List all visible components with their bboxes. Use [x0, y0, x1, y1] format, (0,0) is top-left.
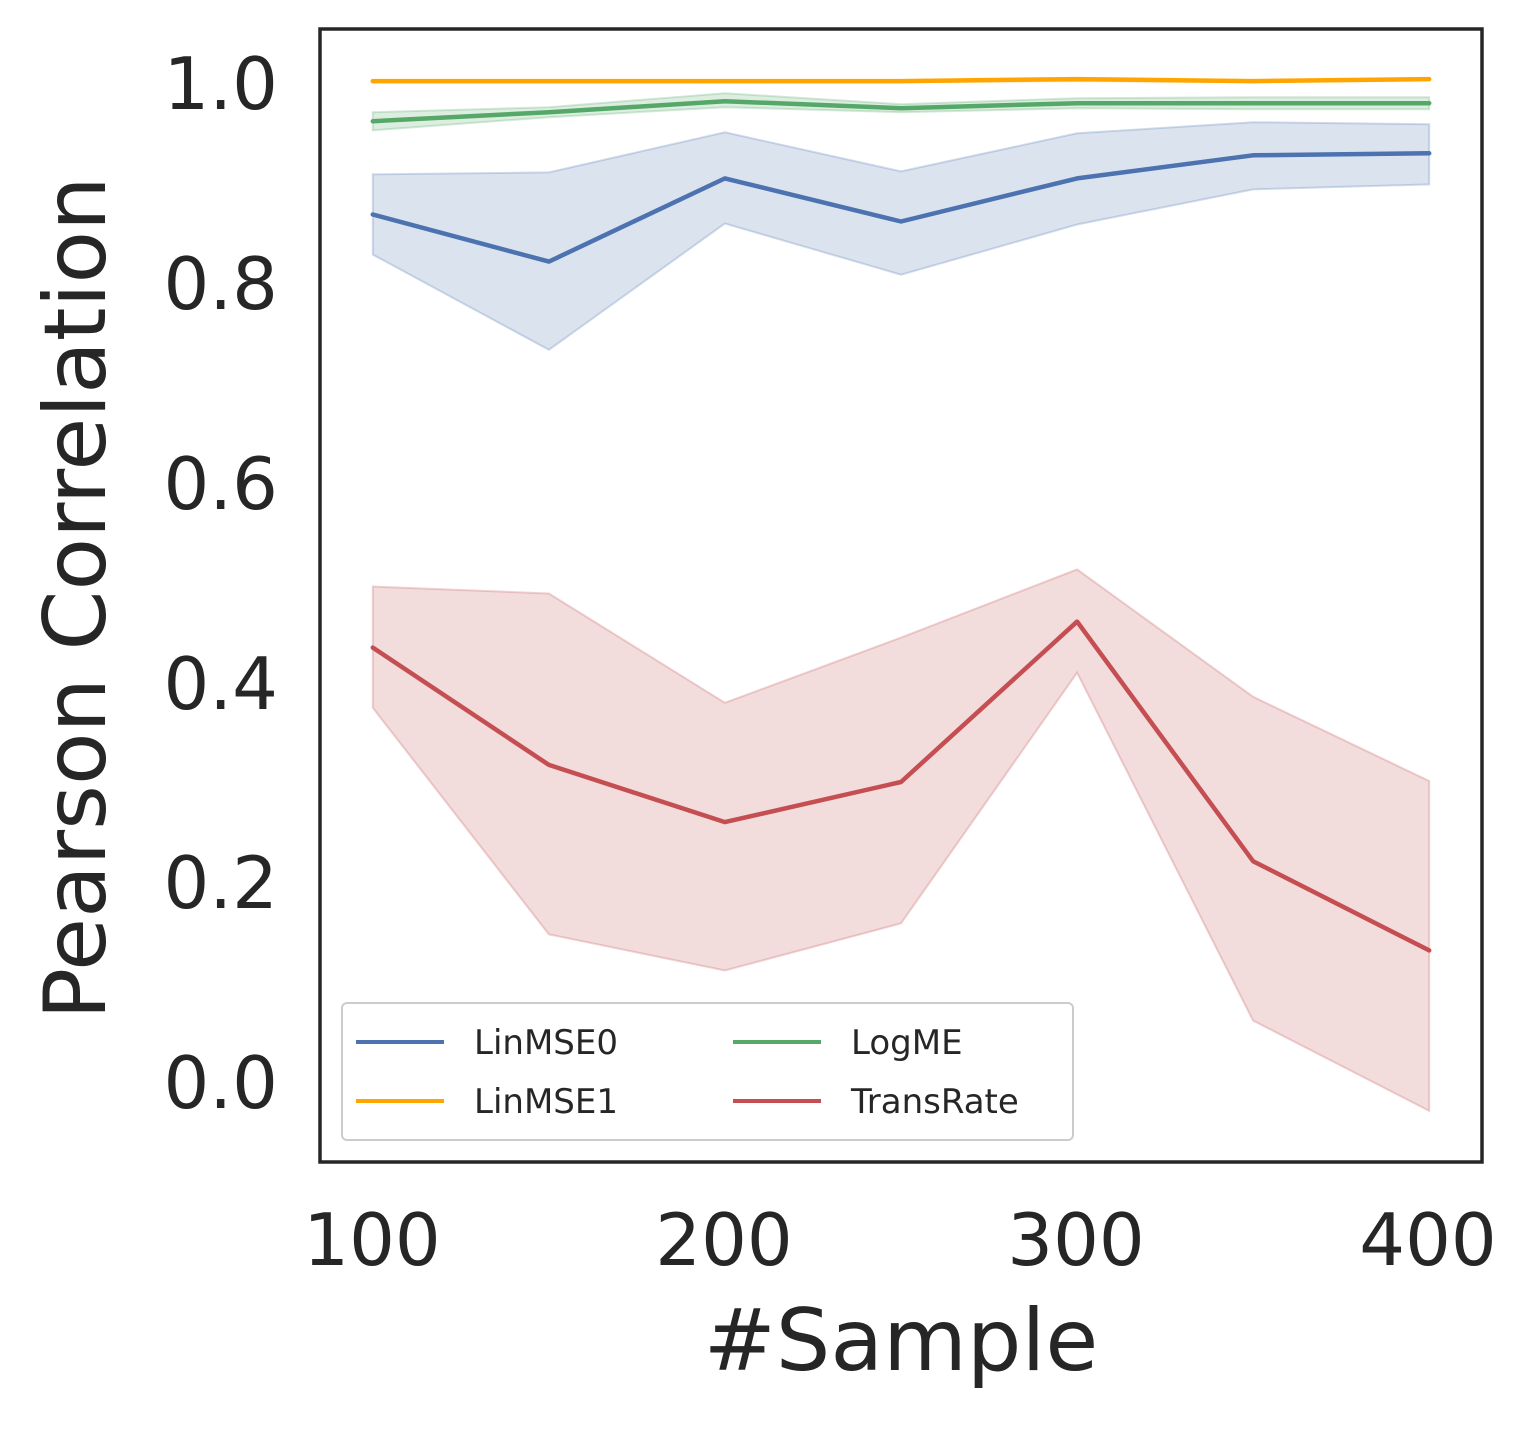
- y-tick-label: 0.2: [163, 841, 278, 925]
- x-tick-label: 200: [655, 1198, 792, 1282]
- y-tick-label: 0.8: [163, 242, 278, 326]
- band-transrate: [371, 568, 1431, 1113]
- legend-label-linmse1: LinMSE1: [474, 1082, 618, 1122]
- line-transrate: [370, 619, 1432, 953]
- legend-label-logme: LogME: [851, 1023, 963, 1063]
- legend: LinMSE0 LinMSE1 LogME TransRate: [341, 1002, 1074, 1141]
- x-axis-title: #Sample: [704, 1291, 1099, 1391]
- x-tick-label: 300: [1007, 1198, 1144, 1282]
- line-logme: [370, 98, 1432, 124]
- x-tick-label: 100: [303, 1198, 440, 1282]
- y-tick-label: 1.0: [163, 42, 278, 126]
- x-axis: 100 200 300 400: [303, 1198, 1496, 1282]
- band-linmse0: [371, 121, 1431, 351]
- line-linmse1: [370, 76, 1432, 84]
- y-tick-label: 0.6: [163, 442, 278, 526]
- legend-label-transrate: TransRate: [850, 1082, 1019, 1122]
- legend-label-linmse0: LinMSE0: [474, 1023, 618, 1063]
- plot-background: [320, 29, 1482, 1162]
- y-tick-label: 0.0: [163, 1041, 278, 1125]
- legend-box: [341, 1002, 1074, 1141]
- plot-frame: [318, 27, 1484, 1164]
- y-axis-title: Pearson Correlation: [26, 176, 126, 1019]
- y-axis: 0.0 0.2 0.4 0.6 0.8 1.0: [163, 42, 278, 1125]
- y-tick-label: 0.4: [163, 642, 278, 726]
- x-tick-label: 400: [1359, 1198, 1496, 1282]
- line-linmse0: [370, 151, 1432, 264]
- series-lines: [370, 76, 1432, 953]
